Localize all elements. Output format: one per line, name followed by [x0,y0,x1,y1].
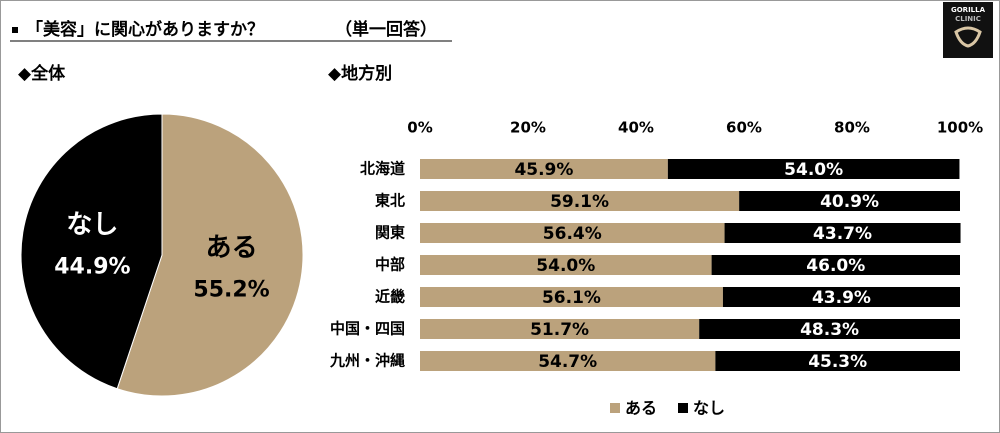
bar-value-label: 40.9% [820,192,879,212]
bar-value-label: 45.3% [808,352,867,372]
pie-value-label: 55.2% [193,277,269,302]
bar-value-label: 46.0% [806,256,865,276]
x-tick-label: 0% [407,119,432,137]
x-tick-label: 40% [618,119,654,137]
bar-value-label: 56.1% [542,288,601,308]
bar-segment [699,319,960,339]
bar-value-label: 45.9% [514,160,573,180]
bar-segment [722,287,960,307]
bar-value-label: 43.9% [812,288,871,308]
bar-segment [420,351,716,371]
x-tick-label: 100% [937,119,983,137]
bar-segment [420,159,668,179]
bullet [12,27,18,33]
x-tick-label: 60% [726,119,762,137]
bar-segment [739,191,960,211]
bar-segment [667,159,960,179]
y-tick-label: 中部 [375,256,405,274]
bar-value-label: 59.1% [550,192,609,212]
bar-segment [420,255,712,275]
y-tick-label: 北海道 [360,160,405,178]
bar-value-label: 54.0% [784,160,843,180]
x-tick-label: 80% [834,119,870,137]
legend-swatch [678,403,688,413]
bar-value-label: 48.3% [800,320,859,340]
pie-slice [116,113,304,397]
pie-title: ◆全体 [18,63,66,84]
y-tick-label: 九州・沖縄 [329,352,405,370]
bar-title: ◆地方別 [328,63,392,84]
bar-segment [715,351,960,371]
logo-text: GORILLA [951,6,986,14]
legend-label: ある [625,399,657,418]
logo-mark [954,26,982,48]
bar-segment [711,255,960,275]
y-tick-label: 関東 [375,224,405,242]
bar-segment [420,223,725,243]
pie-category-label: ある [206,233,258,263]
bar-value-label: 51.7% [530,320,589,340]
bar-value-label: 43.7% [813,224,872,244]
bar-value-label: 54.7% [538,352,597,372]
legend-swatch [610,403,620,413]
x-tick-label: 20% [510,119,546,137]
bar-value-label: 54.0% [536,256,595,276]
pie-value-label: 44.9% [54,255,130,280]
pie-slice [20,113,163,390]
header-note: （単一回答） [335,19,437,40]
logo-box [943,2,993,58]
legend-label: なし [693,399,725,418]
pie-category-label: なし [66,210,118,240]
y-tick-label: 東北 [375,192,405,210]
bar-segment [420,319,700,339]
bar-segment [724,223,961,243]
header-title: 「美容」に関心がありますか？ [26,19,264,40]
bar-segment [420,191,740,211]
logo-text: CLINIC [955,15,981,23]
bar-segment [420,287,723,307]
y-tick-label: 中国・四国 [330,320,405,338]
bar-value-label: 56.4% [543,224,602,244]
y-tick-label: 近畿 [375,288,405,306]
